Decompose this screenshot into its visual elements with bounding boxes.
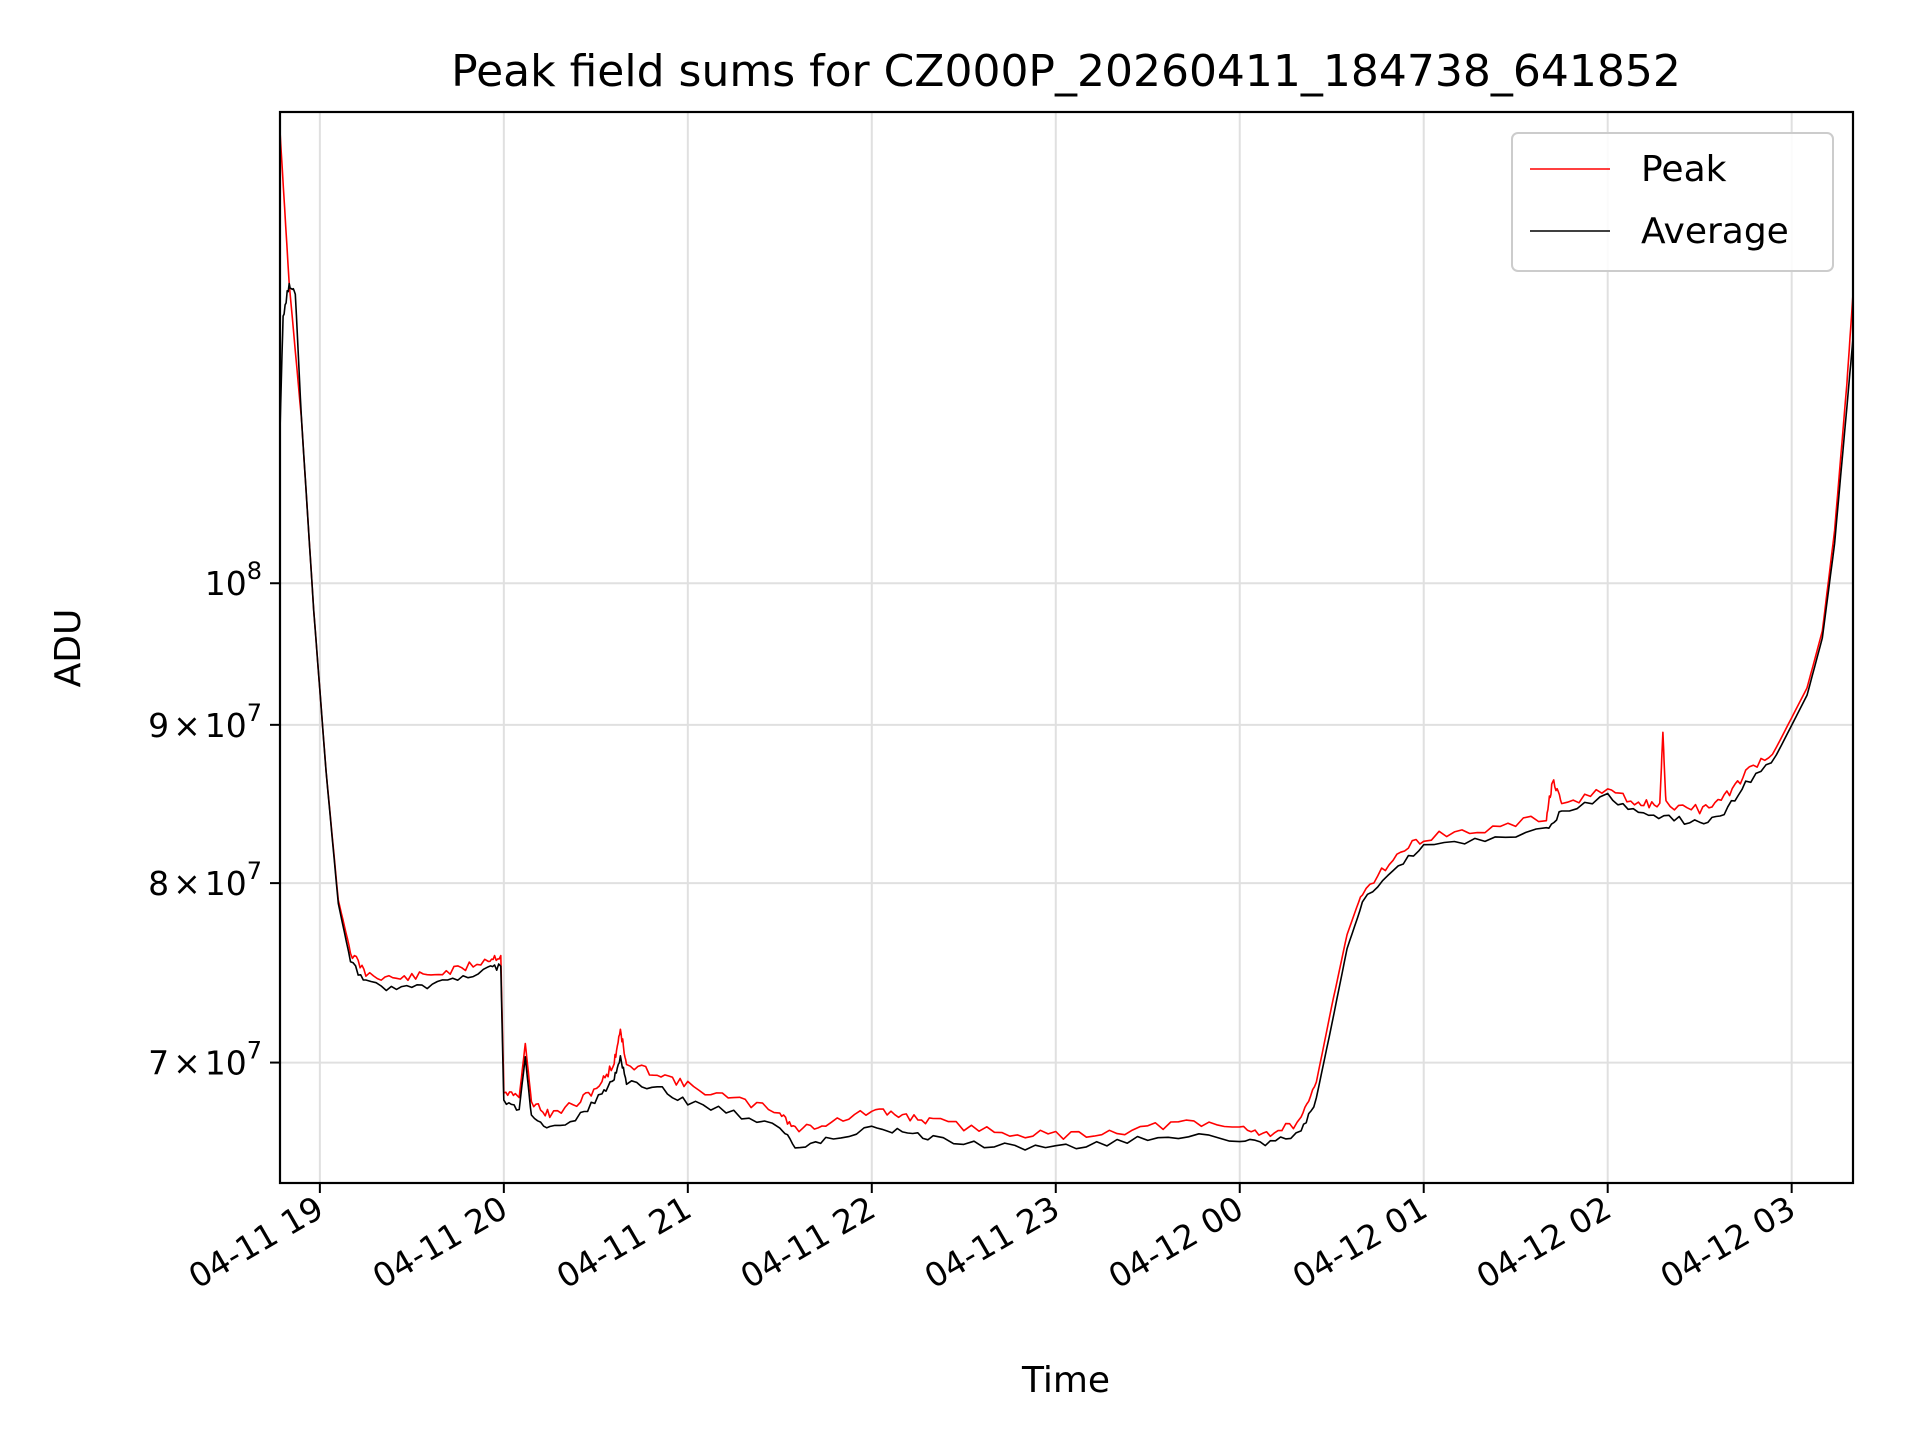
plot-frame	[278, 110, 1855, 1185]
y-axis-label: ADU	[48, 609, 89, 688]
y-tick-label: 108	[205, 557, 262, 603]
series-layer	[280, 131, 1853, 1151]
y-tick-label-exponent: 7	[247, 699, 262, 727]
legend: Peak Average	[1511, 132, 1834, 272]
y-tick-label: 7 × 107	[148, 1037, 262, 1083]
y-tick-label-part: 7	[148, 1044, 169, 1083]
y-tick-label-part: ×	[173, 864, 201, 903]
x-axis-label: Time	[1021, 1360, 1110, 1401]
y-tick-label-part: 10	[205, 1044, 247, 1083]
y-tick-label-part: 10	[205, 864, 247, 903]
series-line-average	[280, 282, 1853, 1151]
legend-box	[1511, 132, 1834, 272]
y-tick-label-exponent: 7	[247, 1037, 262, 1065]
legend-entry-label: Peak	[1641, 149, 1727, 190]
y-tick-label-exponent: 8	[247, 557, 262, 585]
chart-title: Peak field sums for CZ000P_20260411_1847…	[451, 46, 1681, 97]
series-line-peak	[280, 131, 1853, 1140]
y-tick-label: 8 × 107	[148, 857, 262, 903]
y-tick-label-part: 10	[205, 706, 247, 745]
y-tick-label-part: ×	[173, 706, 201, 745]
y-tick-label-part: 10	[205, 564, 247, 603]
legend-entry-label: Average	[1641, 211, 1789, 252]
y-tick-label-part: 9	[148, 706, 169, 745]
grid	[280, 112, 1853, 1183]
y-tick-label-part: 8	[148, 864, 169, 903]
y-tick-label: 9 × 107	[148, 699, 262, 745]
y-tick-label-exponent: 7	[247, 857, 262, 885]
y-tick-label-part: ×	[173, 1044, 201, 1083]
